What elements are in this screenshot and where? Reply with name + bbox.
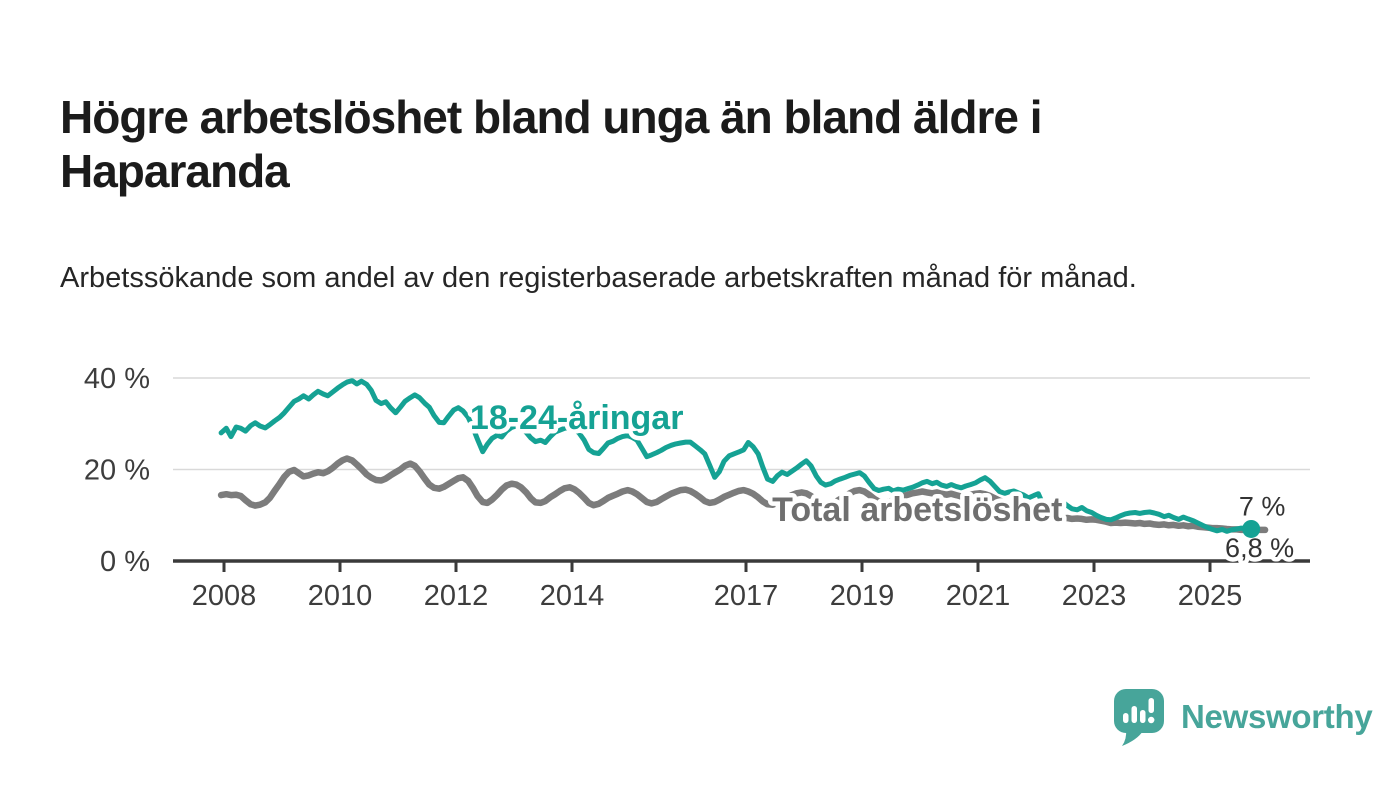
page-title: Högre arbetslöshet bland unga än bland ä… xyxy=(60,90,1043,197)
x-tick-label: 2008 xyxy=(192,580,257,612)
y-tick-label: 0 % xyxy=(100,546,150,578)
speech-bubble-bar-chart-icon xyxy=(1114,689,1164,746)
series-label-total-arbetsloshet: Total arbetslöshet xyxy=(772,491,1062,529)
gridlines xyxy=(173,377,1310,471)
logo-bubble xyxy=(1114,689,1164,746)
page-subtitle: Arbetssökande som andel av den registerb… xyxy=(60,262,1137,294)
x-tick-label: 2010 xyxy=(308,580,373,612)
logo-bar-chart-glyph xyxy=(1123,698,1155,724)
series-label-18-24-aringar: 18-24-åringar xyxy=(470,399,684,437)
x-tick-label: 2025 xyxy=(1178,580,1243,612)
x-tick-label: 2014 xyxy=(540,580,605,612)
x-tick-label: 2012 xyxy=(424,580,489,612)
end-label-total-arbetsloshet: 6,8 % xyxy=(1225,533,1294,563)
line-18-24-aringar xyxy=(218,378,1254,534)
y-axis: 0 % 20 % 40 % xyxy=(84,363,150,578)
end-marker-dot-18-24-aringar xyxy=(1242,519,1261,538)
x-tick-label: 2019 xyxy=(830,580,895,612)
x-tick-label: 2021 xyxy=(946,580,1011,612)
x-tick-label: 2023 xyxy=(1062,580,1127,612)
series-lines xyxy=(217,378,1269,534)
x-axis: 2008 2010 2012 2014 2017 2019 2021 2023 2025 xyxy=(173,559,1310,612)
line-total-arbetsloshet xyxy=(217,455,1269,534)
y-tick-label: 40 % xyxy=(84,363,150,395)
y-tick-label: 20 % xyxy=(84,455,150,487)
newsworthy-logo: Newsworthy xyxy=(1113,686,1373,748)
end-label-18-24-aringar: 7 % xyxy=(1239,491,1286,521)
x-tick-label: 2017 xyxy=(714,580,779,612)
series-labels: 18-24-åringar Total arbetslöshet 7 % 6,8 % xyxy=(465,394,1298,567)
newsworthy-logo-text: Newsworthy xyxy=(1181,698,1373,735)
